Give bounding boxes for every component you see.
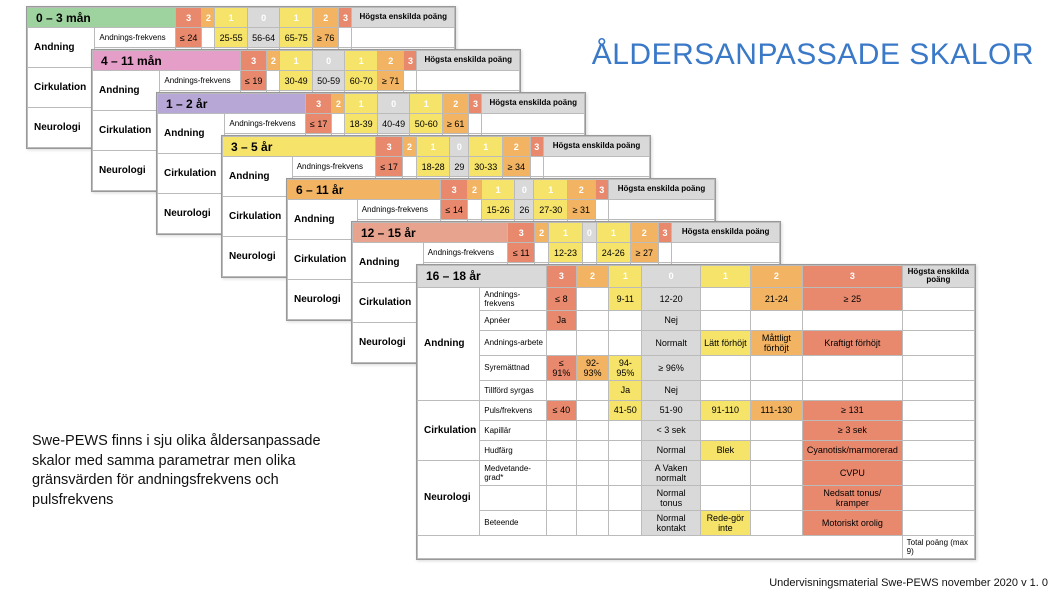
card-stack: 0 – 3 mån3210123Högsta enskilda poängAnd… bbox=[26, 6, 1026, 566]
pews-card-6: 16 – 18 år3210123Högsta enskilda poängAn… bbox=[416, 264, 976, 560]
footer-text: Undervisningsmaterial Swe-PEWS november … bbox=[769, 577, 1048, 589]
